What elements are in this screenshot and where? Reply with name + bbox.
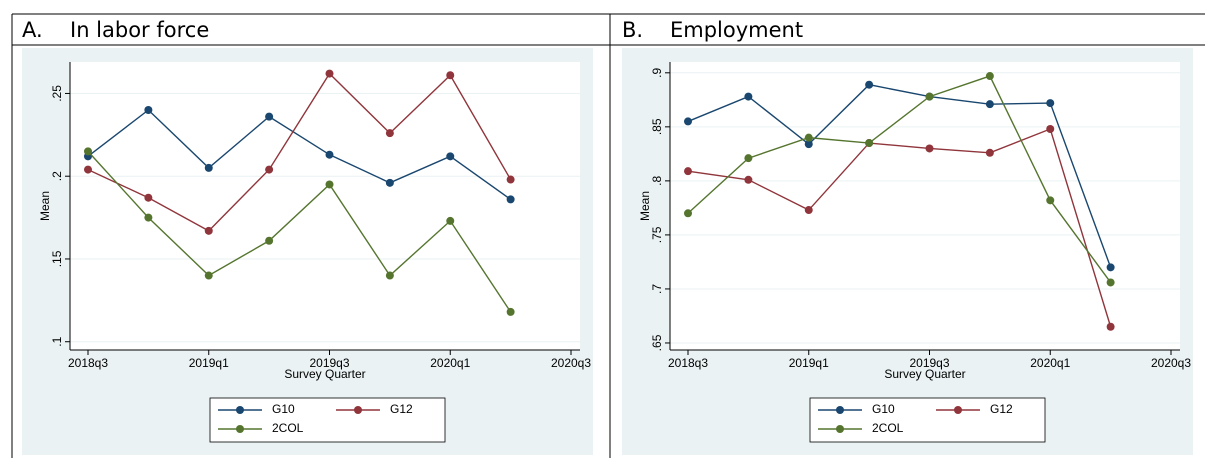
plot-area [70, 62, 580, 350]
legend-label: G10 [272, 402, 295, 416]
data-point [84, 147, 92, 156]
data-point [506, 195, 515, 204]
data-point [325, 69, 334, 78]
data-point [446, 71, 455, 80]
y-axis-title: Mean [38, 191, 52, 221]
data-point [446, 152, 455, 161]
series-line [87, 72, 512, 232]
legend-label: G12 [390, 402, 413, 416]
data-point [804, 140, 813, 149]
data-point [865, 80, 874, 89]
x-tick-label: 2019q3 [309, 356, 349, 370]
data-point [1046, 99, 1055, 108]
y-tick-label: .15 [50, 250, 64, 267]
x-tick-label: 2020q1 [430, 356, 470, 370]
legend-marker [236, 425, 244, 433]
data-point [265, 112, 274, 121]
data-point [1106, 278, 1115, 287]
x-tick-label: 2019q1 [789, 356, 829, 370]
data-point [744, 154, 753, 163]
data-point [804, 206, 813, 215]
legend-marker [236, 406, 244, 414]
data-point [385, 178, 394, 187]
panel-title: In labor force [70, 18, 209, 42]
data-point [804, 133, 813, 142]
series-line [687, 75, 1112, 283]
data-point [985, 72, 994, 81]
data-point [265, 165, 274, 174]
x-tick-label: 2018q3 [68, 356, 108, 370]
data-point [1046, 196, 1055, 205]
data-point [684, 117, 692, 126]
series-line [87, 150, 512, 313]
x-tick-label: 2020q1 [1030, 356, 1070, 370]
legend-box [209, 397, 446, 443]
data-point [204, 226, 213, 235]
y-tick-label: .1 [50, 336, 64, 346]
y-tick-label: .8 [650, 176, 664, 186]
y-tick-label: .85 [650, 118, 664, 135]
x-axis-title: Survey Quarter [284, 367, 365, 381]
data-point [925, 92, 934, 101]
y-tick-label: .65 [650, 334, 664, 351]
x-tick-label: 2020q3 [1151, 356, 1191, 370]
x-tick-label: 2020q3 [551, 356, 591, 370]
y-tick-label: .75 [650, 226, 664, 243]
data-point [684, 167, 692, 176]
y-tick-label: .25 [50, 85, 64, 102]
data-point [144, 213, 153, 222]
series-line [687, 128, 1112, 327]
x-tick-label: 2018q3 [668, 356, 708, 370]
data-point [446, 216, 455, 225]
plot-area [670, 62, 1180, 350]
x-axis-title: Survey Quarter [884, 367, 965, 381]
data-point [506, 175, 515, 184]
legend-marker [836, 425, 844, 433]
data-point [265, 236, 274, 245]
series-line [87, 109, 512, 200]
x-tick-label: 2019q3 [909, 356, 949, 370]
data-point [385, 129, 394, 138]
legend-label: 2COL [272, 421, 304, 435]
legend-marker [354, 406, 362, 414]
legend-label: 2COL [872, 421, 904, 435]
data-point [744, 92, 753, 101]
legend-box [809, 397, 1046, 443]
data-point [385, 271, 394, 280]
data-point [204, 271, 213, 280]
chart: .65 .7 .75 .8 .85 .9 2018q3 2019q1 2019q3 2020q1 2… [622, 48, 1193, 455]
legend-label: G12 [990, 402, 1013, 416]
panel-label: B. [622, 18, 643, 42]
y-tick-label: .2 [50, 171, 64, 181]
data-point [506, 307, 515, 316]
data-point [865, 139, 874, 148]
data-point [325, 150, 334, 159]
panel-label: A. [22, 18, 43, 42]
chart: .1 .15 .2 .25 2018q3 2019q1 2019q3 2020q1 2020q3… [22, 48, 593, 455]
legend-label: G10 [872, 402, 895, 416]
data-point [684, 209, 692, 218]
legend-marker [836, 406, 844, 414]
data-point [744, 175, 753, 184]
x-tick-label: 2019q1 [189, 356, 229, 370]
y-tick-label: .9 [650, 67, 664, 77]
data-point [204, 163, 213, 172]
data-point [1046, 125, 1055, 134]
data-point [985, 148, 994, 157]
data-point [144, 106, 153, 114]
legend-marker [954, 406, 962, 414]
panel-title: Employment [670, 18, 803, 42]
data-point [144, 193, 153, 202]
data-point [1106, 322, 1115, 331]
data-point [84, 165, 92, 174]
series-line [687, 83, 1112, 268]
y-axis-title: Mean [638, 191, 652, 221]
y-tick-label: .7 [650, 284, 664, 294]
data-point [925, 144, 934, 153]
data-point [1106, 263, 1115, 272]
data-point [325, 180, 334, 189]
data-point [985, 100, 994, 109]
